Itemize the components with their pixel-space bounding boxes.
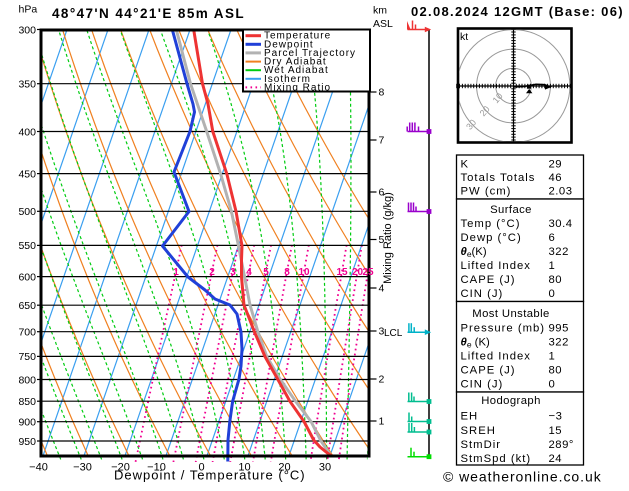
svg-text:−20: −20 [111,461,130,473]
svg-text:02.08.2024 12GMT (Base: 06): 02.08.2024 12GMT (Base: 06) [411,4,624,19]
svg-text:24: 24 [549,453,563,465]
svg-text:2: 2 [379,374,385,386]
svg-text:kt: kt [460,31,468,43]
svg-text:km: km [373,5,387,17]
svg-text:Surface: Surface [490,204,532,216]
svg-text:LCL: LCL [384,328,403,339]
svg-text:8: 8 [284,267,290,278]
svg-text:20: 20 [278,461,290,473]
svg-text:20: 20 [478,104,492,118]
svg-text:Isotherm: Isotherm [264,74,311,85]
svg-text:Lifted Index: Lifted Index [461,350,531,362]
svg-text:700: 700 [18,327,36,339]
svg-text:CAPE (J): CAPE (J) [461,365,516,377]
svg-text:4: 4 [379,283,385,295]
svg-text:© weatheronline.co.uk: © weatheronline.co.uk [443,469,602,485]
svg-text:−40: −40 [29,461,48,473]
svg-text:29: 29 [549,159,563,171]
svg-text:Hodograph: Hodograph [481,395,541,407]
svg-text:0: 0 [198,461,204,473]
svg-text:5: 5 [263,267,269,278]
svg-text:46: 46 [549,172,563,184]
svg-text:1: 1 [549,260,556,272]
svg-text:Dewp (°C): Dewp (°C) [461,232,522,244]
svg-text:650: 650 [18,300,36,312]
svg-text:CIN (J): CIN (J) [461,288,504,300]
svg-text:Totals Totals: Totals Totals [461,172,536,184]
svg-text:Pressure (mb): Pressure (mb) [461,322,546,334]
svg-text:Dewpoint: Dewpoint [264,39,314,50]
svg-text:θe(K): θe(K) [461,246,487,259]
svg-text:10: 10 [238,461,250,473]
svg-text:1: 1 [379,416,385,428]
svg-text:5: 5 [379,234,385,246]
svg-text:K: K [461,159,470,171]
svg-text:Mixing Ratio: Mixing Ratio [264,82,331,93]
svg-text:400: 400 [18,126,36,138]
svg-text:550: 550 [18,240,36,252]
svg-text:20: 20 [352,267,364,278]
svg-text:EH: EH [461,411,479,423]
svg-text:Lifted Index: Lifted Index [461,260,531,272]
svg-text:15: 15 [336,267,348,278]
svg-text:3: 3 [230,267,236,278]
svg-text:CIN (J): CIN (J) [461,379,504,391]
svg-text:30: 30 [464,118,478,132]
svg-text:6: 6 [549,232,556,244]
svg-text:−10: −10 [147,461,166,473]
svg-text:Temperature: Temperature [264,31,331,42]
svg-text:Mixing Ratio (g/kg): Mixing Ratio (g/kg) [382,192,394,284]
svg-text:Most Unstable: Most Unstable [472,308,549,320]
svg-text:ASL: ASL [373,18,393,30]
svg-text:StmDir: StmDir [461,439,502,451]
svg-text:750: 750 [18,351,36,363]
svg-text:Temp (°C): Temp (°C) [461,218,521,230]
svg-text:7: 7 [379,135,385,147]
svg-text:1: 1 [549,350,556,362]
svg-text:350: 350 [18,79,36,91]
svg-text:900: 900 [18,417,36,429]
svg-text:−30: −30 [73,461,92,473]
svg-text:8: 8 [379,87,385,99]
svg-text:Dry Adiabat: Dry Adiabat [264,57,327,68]
svg-text:10: 10 [491,91,505,105]
svg-text:850: 850 [18,396,36,408]
svg-text:StmSpd (kt): StmSpd (kt) [461,453,532,465]
svg-text:289°: 289° [549,439,574,451]
svg-text:300: 300 [18,24,36,36]
svg-text:995: 995 [549,322,569,334]
svg-text:2: 2 [209,267,215,278]
svg-text:30.4: 30.4 [549,218,573,230]
svg-text:30: 30 [319,461,331,473]
svg-text:1: 1 [173,267,179,278]
svg-text:322: 322 [549,246,569,258]
svg-text:θe (K): θe (K) [461,337,490,350]
svg-text:−3: −3 [549,411,563,423]
svg-text:CAPE (J): CAPE (J) [461,274,516,286]
svg-text:SREH: SREH [461,425,496,437]
svg-text:3: 3 [379,326,385,338]
svg-text:450: 450 [18,168,36,180]
svg-text:Wet Adiabat: Wet Adiabat [264,65,329,76]
svg-text:80: 80 [549,365,563,377]
svg-text:6: 6 [379,187,385,199]
svg-text:800: 800 [18,374,36,386]
svg-text:950: 950 [18,436,36,448]
svg-text:Dewpoint / Temperature (°C): Dewpoint / Temperature (°C) [114,468,306,483]
svg-text:Parcel Trajectory: Parcel Trajectory [264,48,356,59]
svg-text:hPa: hPa [19,4,38,16]
svg-text:500: 500 [18,206,36,218]
svg-text:15: 15 [549,425,563,437]
svg-text:322: 322 [549,337,569,349]
svg-text:48°47'N 44°21'E 85m ASL: 48°47'N 44°21'E 85m ASL [52,6,245,21]
svg-text:0: 0 [549,379,556,391]
svg-text:25: 25 [362,267,374,278]
svg-text:10: 10 [298,267,310,278]
svg-text:600: 600 [18,271,36,283]
svg-text:PW (cm): PW (cm) [461,186,512,198]
svg-text:4: 4 [246,267,252,278]
svg-text:80: 80 [549,274,563,286]
svg-text:2.03: 2.03 [549,186,573,198]
svg-text:0: 0 [549,288,556,300]
